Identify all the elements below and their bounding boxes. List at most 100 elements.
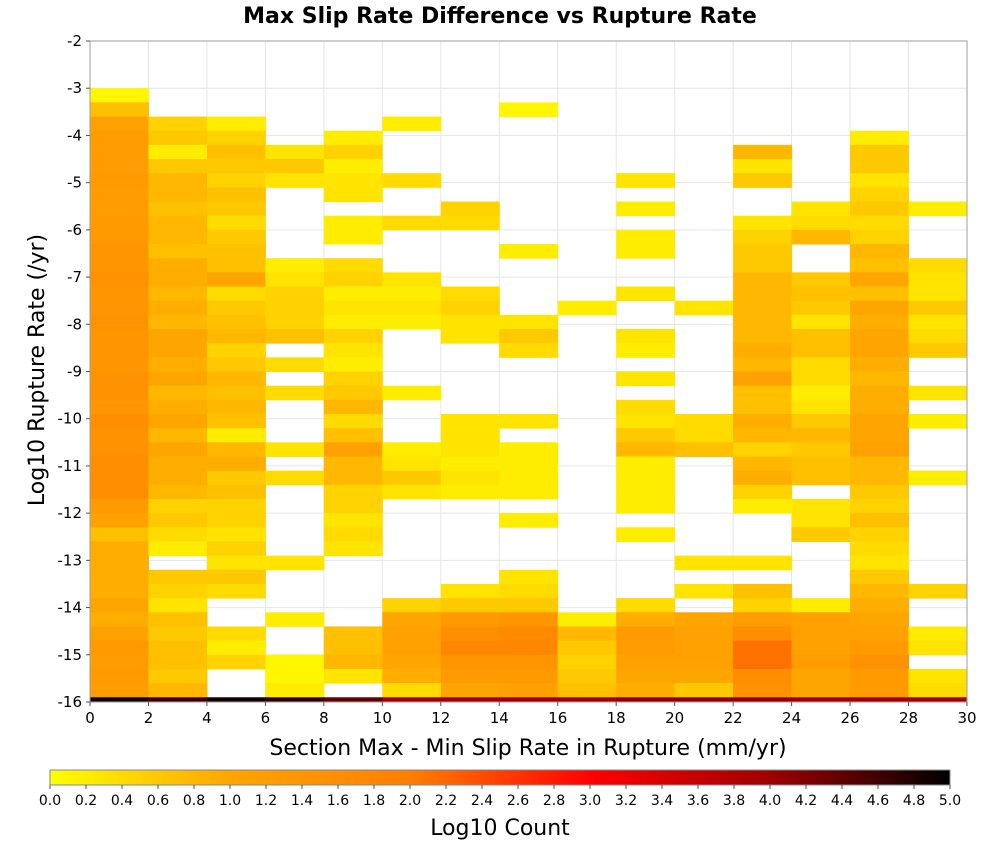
heatmap-cell (791, 229, 851, 245)
heatmap-cell (206, 229, 266, 245)
y-tick-label: -9 (67, 363, 82, 381)
heatmap-cell (90, 272, 149, 288)
heatmap-cell (499, 583, 559, 599)
heatmap-cell (206, 470, 266, 486)
heatmap-cell (382, 668, 442, 684)
heatmap-cell (850, 399, 910, 415)
heatmap-cell (206, 399, 266, 415)
colorbar-tick-label: 0.2 (75, 793, 97, 809)
heatmap-cell (908, 272, 968, 288)
heatmap-cell (148, 173, 208, 188)
heatmap-cell (674, 612, 734, 627)
heatmap-cell (382, 683, 442, 698)
heatmap-cell (90, 456, 149, 472)
heatmap-cell (148, 598, 208, 613)
heatmap-cell (674, 442, 734, 457)
heatmap-cell (733, 668, 793, 684)
heatmap-cell (499, 413, 559, 429)
heatmap-cell (382, 286, 442, 302)
heatmap-cell (206, 144, 266, 160)
heatmap-cell (616, 371, 676, 387)
heatmap-cell (90, 569, 149, 585)
heatmap-cell (791, 343, 851, 358)
heatmap-cell (265, 555, 325, 571)
heatmap-cell (265, 654, 325, 670)
heatmap-cell (90, 329, 149, 344)
heatmap-cell (733, 258, 793, 273)
heatmap-cell (90, 201, 149, 217)
heatmap-cell (499, 654, 559, 670)
heatmap-cell (206, 258, 266, 273)
heatmap-cell (206, 116, 266, 132)
heatmap-cell (908, 683, 968, 698)
heatmap-cell (382, 300, 442, 316)
heatmap-cell (323, 428, 383, 443)
heatmap-cell (499, 640, 559, 656)
heatmap-cell (90, 258, 149, 273)
heatmap-cell (323, 130, 383, 146)
heatmap-cell (90, 385, 149, 401)
heatmap-cell (850, 612, 910, 627)
x-tick-label: 16 (548, 709, 567, 727)
heatmap-cell (90, 513, 149, 528)
heatmap-cell (908, 668, 968, 684)
heatmap-cell (440, 442, 500, 457)
heatmap-cell (733, 385, 793, 401)
heatmap-cell (90, 484, 149, 500)
heatmap-cell (148, 484, 208, 500)
heatmap-cell (850, 484, 910, 500)
heatmap-cell (557, 683, 617, 698)
y-tick-label: -16 (58, 693, 83, 711)
heatmap-cell (382, 116, 442, 132)
heatmap-cell-bottom (674, 697, 734, 702)
heatmap-cell (323, 329, 383, 344)
heatmap-cell-bottom (616, 697, 676, 702)
heatmap-cell-bottom (557, 697, 617, 702)
heatmap-cell (908, 258, 968, 273)
heatmap-cell (499, 484, 559, 500)
colorbar-tick-label: 2.4 (471, 793, 493, 809)
heatmap-cell (557, 612, 617, 627)
y-tick-label: -11 (58, 457, 83, 475)
heatmap-cell (148, 385, 208, 401)
heatmap-cell (850, 244, 910, 259)
heatmap-cell (323, 314, 383, 330)
heatmap-cell (908, 343, 968, 358)
heatmap-cell (206, 654, 266, 670)
heatmap-cell (382, 442, 442, 457)
heatmap-cell (206, 385, 266, 401)
heatmap-cell (499, 102, 559, 118)
heatmap-cell-bottom (791, 697, 851, 702)
heatmap-cell (206, 413, 266, 429)
heatmap-cell (265, 357, 325, 372)
heatmap-cell-bottom (850, 697, 910, 702)
heatmap-cell (616, 456, 676, 472)
heatmap-cell (791, 357, 851, 372)
y-tick-label: -3 (67, 79, 82, 97)
heatmap-cell (499, 343, 559, 358)
heatmap-cell (323, 541, 383, 557)
heatmap-cell (440, 428, 500, 443)
heatmap-cell (382, 215, 442, 231)
heatmap-cell (908, 583, 968, 599)
heatmap-cell (791, 442, 851, 457)
colorbar-tick-label: 4.0 (759, 793, 781, 809)
heatmap-cell (733, 598, 793, 613)
heatmap-cell (733, 413, 793, 429)
colorbar-tick-label: 0.8 (183, 793, 205, 809)
heatmap-cell (206, 640, 266, 656)
heatmap-cell (323, 654, 383, 670)
heatmap-cell (265, 272, 325, 288)
heatmap-cell (440, 470, 500, 486)
heatmap-cell (791, 286, 851, 302)
heatmap-cell (616, 626, 676, 642)
heatmap-cell (733, 357, 793, 372)
colorbar-tick-label: 3.4 (651, 793, 673, 809)
heatmap-cell (791, 385, 851, 401)
heatmap-cell (90, 286, 149, 302)
heatmap-cell (499, 244, 559, 259)
heatmap-cell (616, 428, 676, 443)
y-tick-label: -7 (67, 268, 82, 286)
heatmap-cell (674, 668, 734, 684)
